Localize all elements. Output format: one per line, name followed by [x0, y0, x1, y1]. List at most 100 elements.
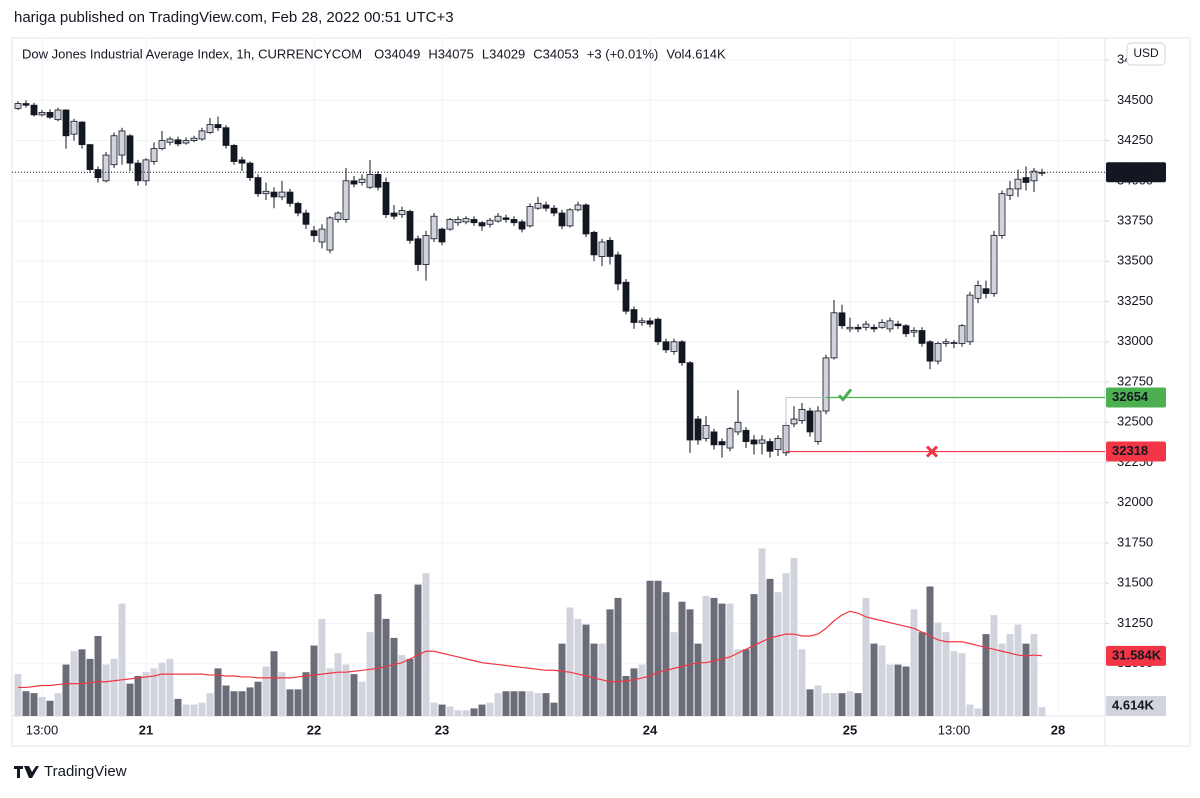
- volume-bar: [998, 643, 1006, 716]
- volume-bar: [878, 645, 886, 716]
- candle-body: [830, 312, 838, 359]
- candle-body: [46, 112, 54, 118]
- volume-bar: [990, 615, 998, 716]
- volume-bar: [582, 624, 590, 716]
- volume-bar: [638, 664, 646, 716]
- volume-bar: [54, 693, 62, 716]
- volume-bar: [478, 704, 486, 716]
- volume-bar: [886, 664, 894, 716]
- candle-body: [942, 341, 950, 344]
- volume-bar: [110, 658, 118, 716]
- candle-body: [174, 139, 182, 145]
- volume-bar: [686, 609, 694, 716]
- volume-bar: [710, 597, 718, 716]
- candle-body: [110, 135, 118, 166]
- candle-body: [926, 341, 934, 362]
- candle-body: [702, 425, 710, 439]
- volume-bar: [46, 700, 54, 716]
- candle-body: [638, 320, 646, 323]
- y-tick-label: 34250: [1117, 132, 1153, 147]
- brand-name: TradingView: [44, 763, 127, 780]
- volume-bar: [558, 643, 566, 716]
- candle-body: [806, 410, 814, 433]
- candle-body: [414, 238, 422, 265]
- volume-bar: [646, 580, 654, 716]
- volume-bar: [382, 618, 390, 716]
- volume-bar: [614, 597, 622, 716]
- volume-bar: [238, 691, 246, 716]
- y-tick-label: 33500: [1117, 253, 1153, 268]
- candle-body: [1014, 178, 1022, 190]
- candle-body: [326, 217, 334, 251]
- candle-body: [822, 357, 830, 412]
- volume-bar: [414, 584, 422, 716]
- candle-body: [158, 140, 166, 150]
- volume-bar: [942, 632, 950, 716]
- candle-body: [766, 441, 774, 452]
- candle-body: [390, 212, 398, 217]
- volume-bar: [94, 636, 102, 716]
- volume-label-box: [1106, 696, 1166, 716]
- volume-bar: [782, 573, 790, 716]
- candle-body: [438, 228, 446, 243]
- y-tick-label: 33000: [1117, 333, 1153, 348]
- candle-body: [22, 103, 30, 106]
- candle-body: [262, 190, 270, 195]
- candle-body: [102, 154, 110, 182]
- volume-bar: [566, 607, 574, 716]
- volume-bar: [966, 704, 974, 716]
- volume-bar: [398, 655, 406, 716]
- candle-body: [526, 206, 534, 227]
- candle-body: [726, 428, 734, 449]
- level-label: 32654: [1112, 389, 1149, 404]
- volume-bar: [278, 672, 286, 716]
- candle-body: [854, 326, 862, 330]
- volume-bar: [550, 702, 558, 716]
- y-tick-label: 33250: [1117, 293, 1153, 308]
- volume-bar: [830, 693, 838, 716]
- volume-bar: [30, 693, 38, 716]
- volume-bar: [622, 676, 630, 716]
- x-tick-label: 21: [139, 722, 153, 737]
- candle-body: [590, 231, 598, 256]
- candle-body: [678, 341, 686, 364]
- candle-body: [118, 130, 126, 156]
- legend-value: Vol4.614K: [666, 46, 726, 61]
- volume-bar: [294, 689, 302, 716]
- volume-bar: [270, 651, 278, 716]
- volume-bar: [862, 597, 870, 716]
- chart-title: Dow Jones Industrial Average Index, 1h, …: [22, 46, 362, 61]
- candle-body: [886, 320, 894, 330]
- volume-bar: [118, 603, 126, 716]
- volume-bar: [678, 601, 686, 716]
- candle-body: [558, 212, 566, 227]
- candle-body: [510, 219, 518, 224]
- volume-bar: [150, 668, 158, 716]
- volume-bar: [910, 609, 918, 716]
- candle-body: [846, 326, 854, 330]
- candle-body: [150, 148, 158, 162]
- volume-bar: [494, 693, 502, 716]
- volume-bar: [222, 685, 230, 716]
- volume-bar: [1038, 707, 1046, 716]
- volume-bar: [534, 693, 542, 716]
- volume-bar: [214, 668, 222, 716]
- volume-bar: [38, 696, 46, 716]
- candle-body: [430, 215, 438, 240]
- candle-body: [366, 173, 374, 188]
- candle-body: [566, 209, 574, 227]
- volume-bar: [86, 658, 94, 716]
- volume-bar: [670, 632, 678, 716]
- candle-body: [318, 228, 326, 243]
- volume-bar: [470, 708, 478, 716]
- candle-body: [574, 204, 582, 211]
- volume-bar: [350, 674, 358, 716]
- volume-bar: [1014, 624, 1022, 716]
- volume-bar: [982, 634, 990, 716]
- volume-bar: [918, 632, 926, 716]
- currency-label[interactable]: USD: [1133, 46, 1159, 60]
- volume-bar: [230, 691, 238, 716]
- volume-bar: [102, 664, 110, 716]
- brand-logo: TradingView: [14, 763, 127, 780]
- currency-button[interactable]: [1126, 42, 1166, 66]
